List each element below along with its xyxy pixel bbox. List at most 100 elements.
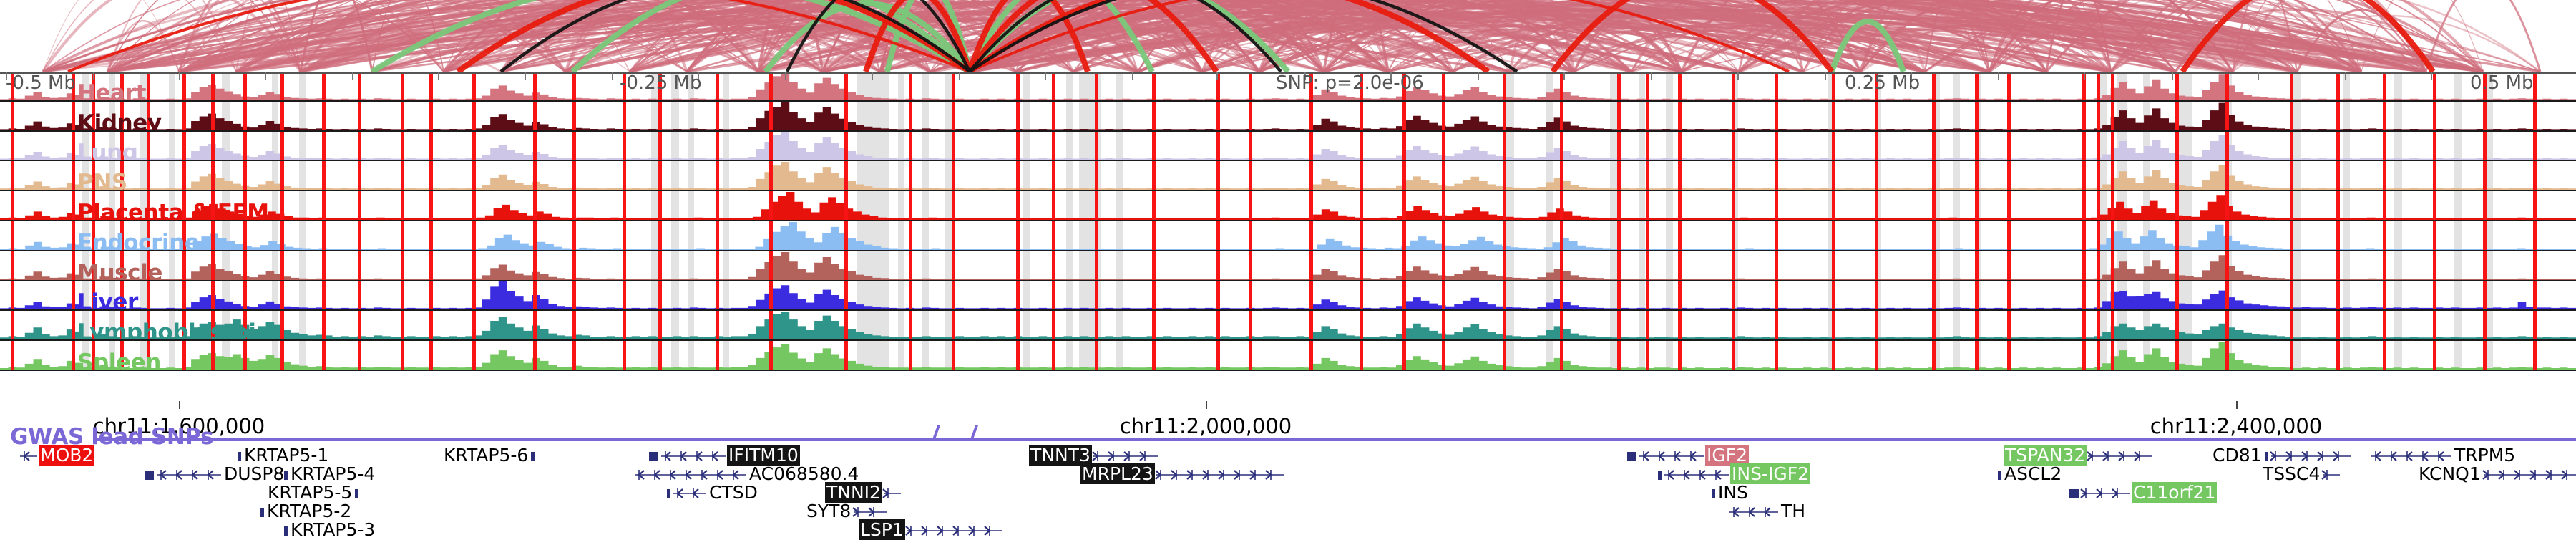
snp-marker-line: [2007, 161, 2011, 191]
snp-marker-line: [2175, 101, 2179, 130]
highlight-band: [2143, 131, 2150, 160]
highlight-band: [1116, 251, 1123, 280]
snp-marker-line: [147, 221, 150, 250]
highlight-band: [1828, 73, 1835, 100]
snp-marker-line: [1052, 131, 1055, 160]
gene-strand-arrows: [1729, 507, 1778, 517]
gene-feature[interactable]: KCNQ1: [2417, 465, 2576, 483]
snp-marker-line: [243, 311, 247, 340]
highlight-band: [1639, 191, 1645, 220]
snp-marker-line: [2433, 251, 2436, 280]
highlight-band: [222, 251, 230, 280]
gene-feature[interactable]: KRTAP5-1: [236, 446, 330, 464]
snp-marker-line: [1503, 191, 1506, 220]
snp-marker-line: [358, 281, 361, 310]
signal-area: [0, 73, 2576, 100]
signal-area: [0, 341, 2576, 370]
highlight-band: [1546, 251, 1553, 280]
highlight-band: [2179, 73, 2192, 100]
track-label: Liver: [77, 289, 138, 312]
gene-feature[interactable]: IGF2: [1626, 445, 1750, 466]
gene-feature[interactable]: TNNI2: [825, 482, 902, 503]
gene-feature[interactable]: TSSC4: [2261, 465, 2341, 483]
gene-feature[interactable]: INS: [1710, 483, 1750, 501]
snp-marker-line: [2007, 101, 2011, 130]
snp-marker-line: [72, 191, 75, 220]
snp-marker-line: [2225, 281, 2229, 310]
snp-marker-line: [1152, 311, 1156, 340]
gene-feature[interactable]: CTSD: [665, 483, 759, 501]
gene-feature[interactable]: DUSP8: [143, 465, 286, 483]
signal-area: [0, 221, 2576, 250]
snp-marker-line: [1932, 311, 1936, 340]
gene-feature[interactable]: INS-IGF2: [1657, 463, 1810, 484]
gene-feature[interactable]: IFITM10: [648, 445, 800, 466]
snp-marker-line: [952, 341, 955, 370]
snp-marker-line: [572, 221, 576, 250]
highlight-band: [945, 73, 952, 100]
gene-name-label: MOB2: [39, 445, 95, 466]
gene-feature[interactable]: KRTAP5-3: [283, 521, 376, 539]
gene-feature[interactable]: KRTAP5-4: [283, 465, 376, 483]
gene-strand-arrows: [882, 488, 901, 498]
highlight-band: [2179, 251, 2192, 280]
snp-marker-line: [1216, 341, 1220, 370]
snp-marker-line: [182, 281, 186, 310]
snp-marker-line: [1216, 161, 1220, 191]
snp-marker-line: [2336, 251, 2340, 280]
highlight-band: [1828, 101, 1835, 130]
highlight-band: [1932, 281, 1940, 310]
snp-marker-line: [1832, 341, 1835, 370]
ruler-tick: [2236, 401, 2238, 409]
gene-feature[interactable]: TRPM5: [2370, 446, 2517, 464]
snp-marker-line: [2225, 341, 2229, 370]
snp-marker-line: [909, 73, 912, 100]
snp-marker-line: [2290, 191, 2293, 220]
highlight-band: [945, 221, 952, 250]
snp-marker-line: [1503, 73, 1506, 100]
snp-marker-line: [2225, 191, 2229, 220]
snp-marker-line: [2097, 311, 2100, 340]
gene-feature[interactable]: MRPL23: [1080, 463, 1285, 484]
gene-feature[interactable]: AC068580.4: [633, 465, 860, 483]
snp-marker-line: [1095, 73, 1098, 100]
gene-feature[interactable]: KRTAP5-2: [259, 502, 353, 520]
highlight-band: [922, 101, 929, 130]
gene-feature[interactable]: C11orf21: [2068, 482, 2218, 503]
snp-marker-line: [1095, 101, 1098, 130]
snp-marker-line: [1095, 251, 1098, 280]
gene-feature[interactable]: TSPAN32: [2004, 445, 2154, 466]
snp-marker-line: [952, 281, 955, 310]
snp-marker-line: [92, 191, 95, 220]
snp-marker-line: [2111, 131, 2114, 160]
highlight-band: [82, 281, 89, 310]
snp-marker-line: [658, 73, 662, 100]
gene-feature[interactable]: TH: [1728, 502, 1807, 520]
highlight-band: [2179, 191, 2192, 220]
highlight-band: [1116, 131, 1123, 160]
snp-marker-line: [2533, 101, 2537, 130]
gene-feature[interactable]: KRTAP5-5: [266, 483, 360, 501]
highlight-band: [1666, 161, 1673, 191]
snp-marker-line: [429, 73, 433, 100]
gene-feature[interactable]: SYT8: [805, 502, 888, 520]
snp-marker-line: [1442, 251, 1445, 280]
highlight-band: [1639, 221, 1645, 250]
highlight-band: [922, 161, 929, 191]
gene-feature[interactable]: CD81: [2211, 446, 2353, 464]
gene-feature[interactable]: ASCL2: [1996, 465, 2063, 483]
track-label: Heart: [77, 79, 146, 102]
snp-marker-line: [1678, 311, 1682, 340]
snp-marker-line: [1646, 251, 1649, 280]
gene-feature[interactable]: KRTAP5-6: [442, 446, 536, 464]
highlight-band: [1066, 191, 1073, 220]
snp-marker-line: [147, 131, 150, 160]
snp-marker-line: [1732, 131, 1735, 160]
snp-marker-line: [1975, 191, 1979, 220]
highlight-band: [2293, 341, 2301, 370]
gwas-lead-snps-track: [0, 425, 2576, 441]
gene-feature[interactable]: LSP1: [859, 519, 1004, 540]
gene-feature[interactable]: TNNT3: [1029, 445, 1159, 466]
snp-marker-line: [1975, 341, 1979, 370]
gene-feature[interactable]: MOB2: [19, 445, 95, 466]
